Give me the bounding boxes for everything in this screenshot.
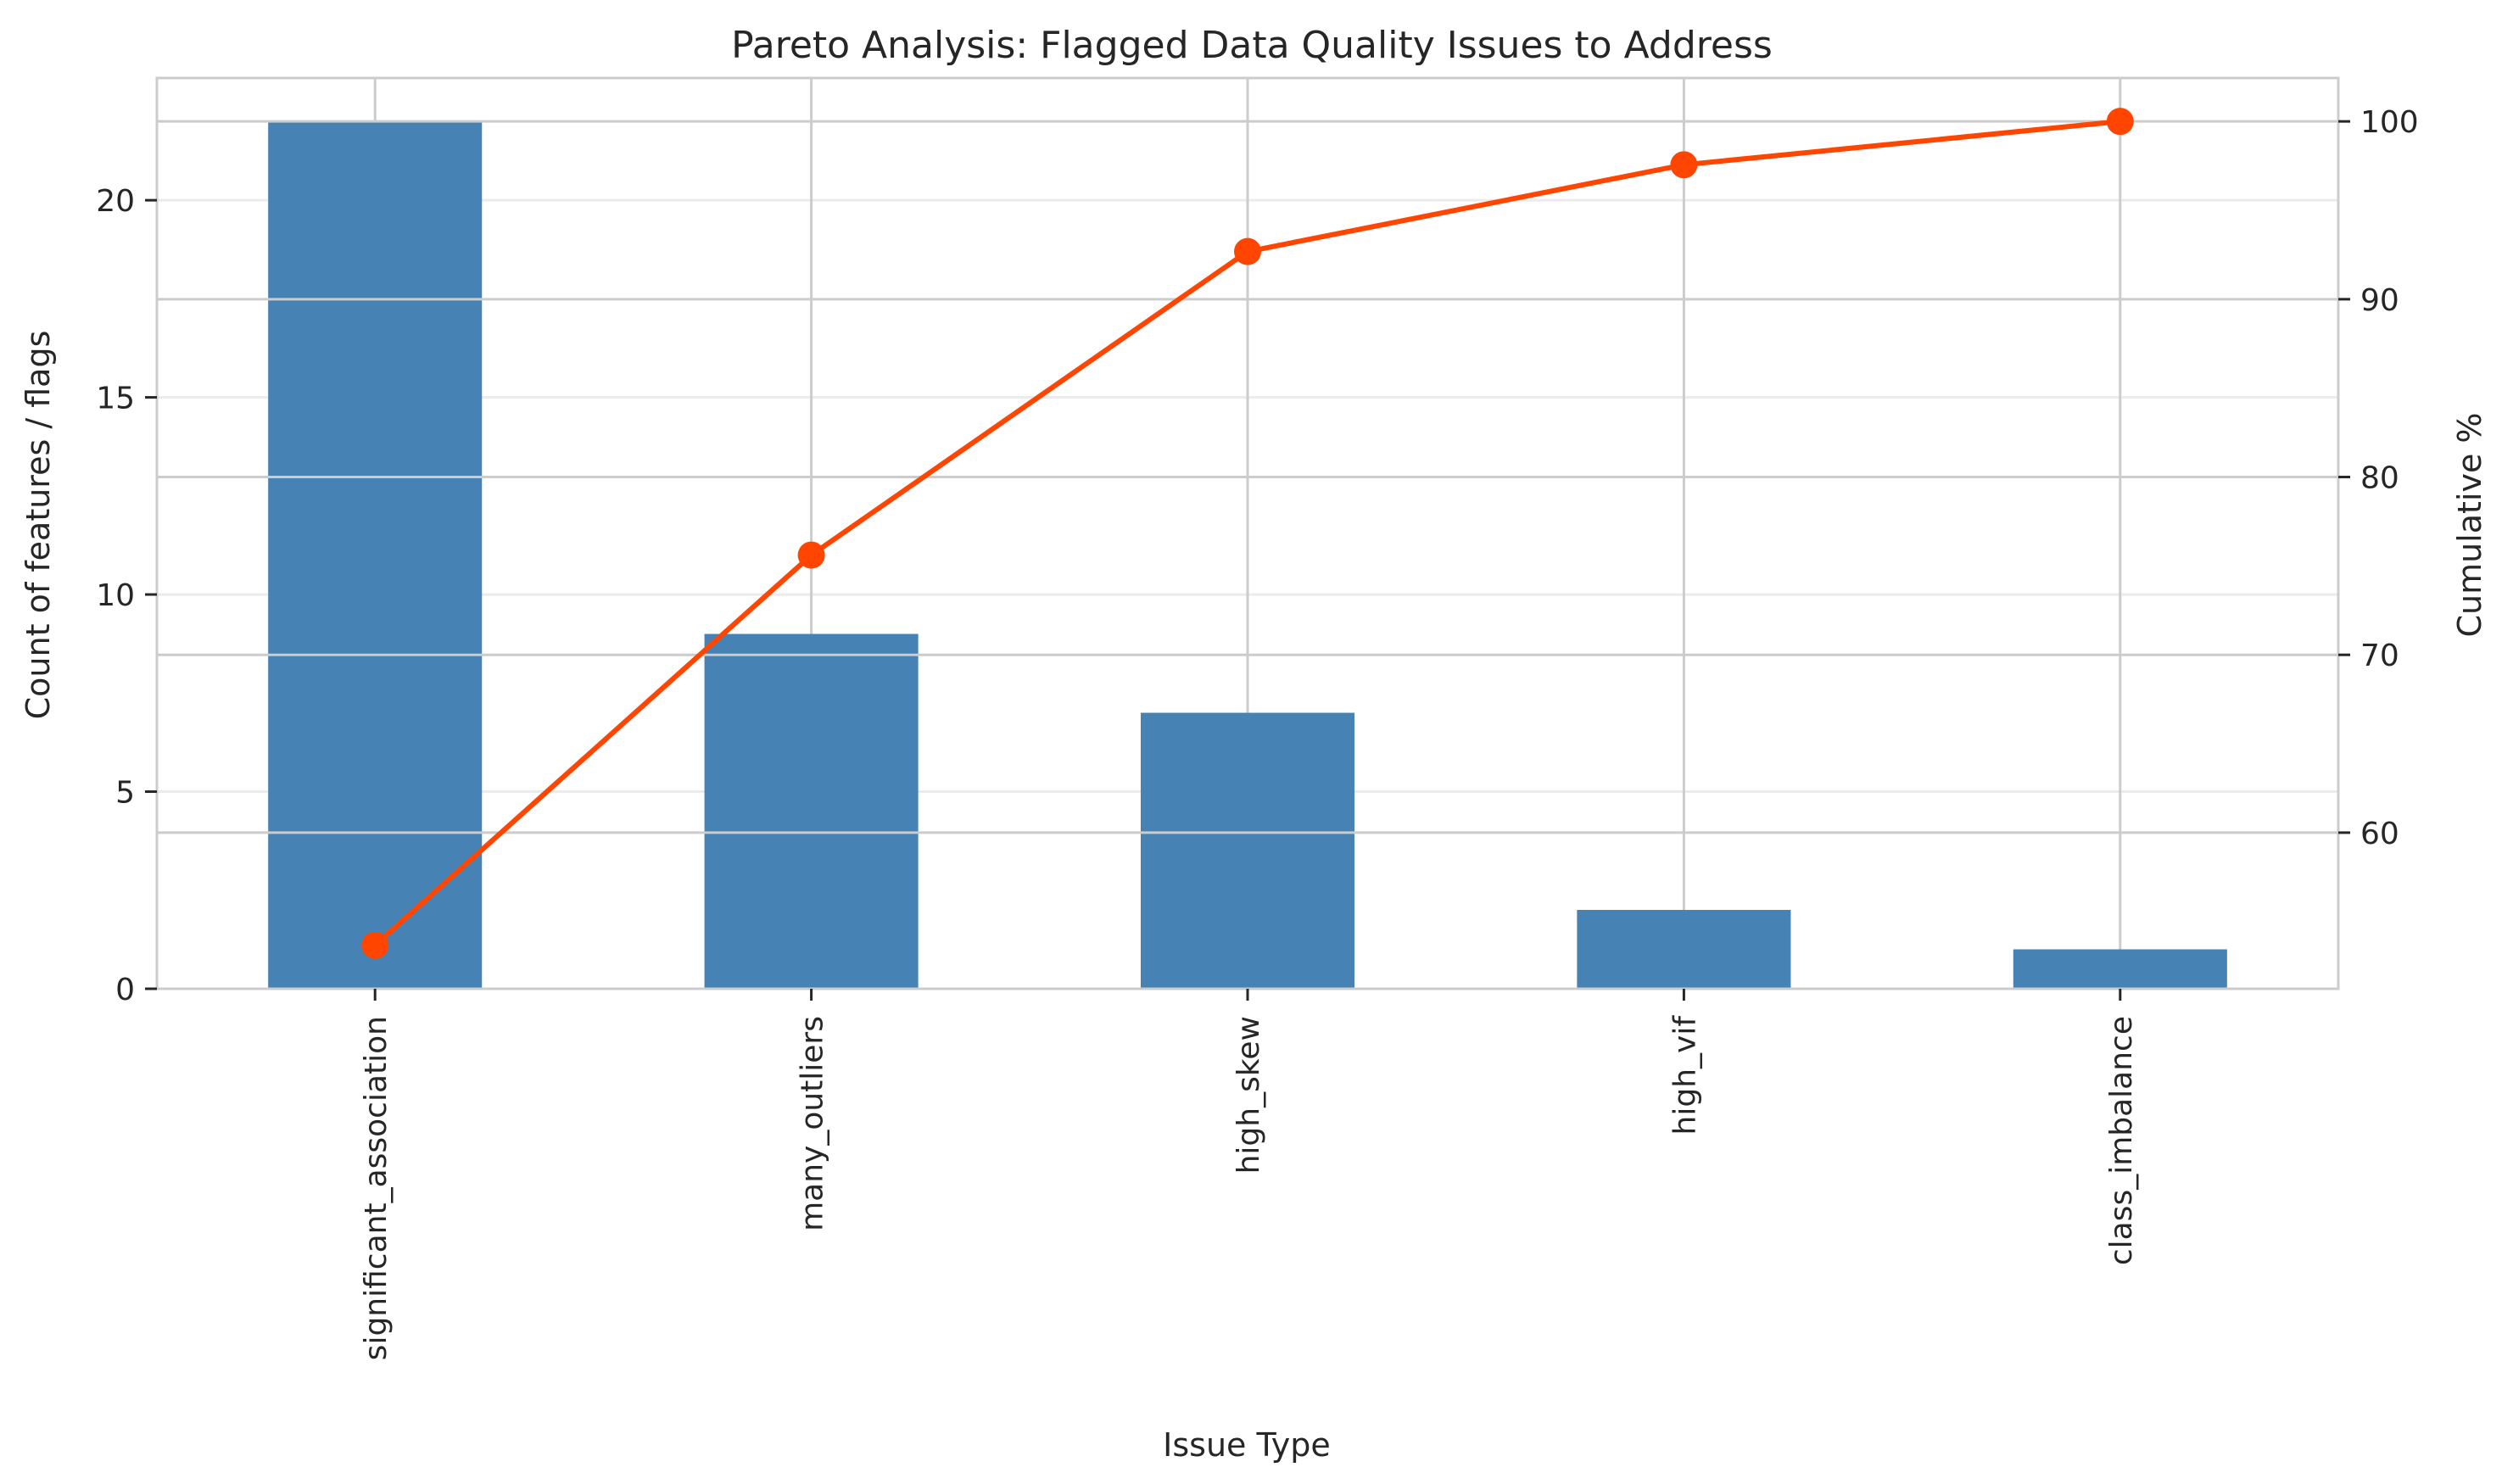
bars — [268, 121, 2227, 990]
tick-labels: 0 5 10 15 20 60 70 80 90 100 significant_associati… — [96, 105, 2419, 1360]
bar-significant_association — [268, 121, 483, 990]
cumulative-point-significant_association — [361, 931, 389, 959]
y2-axis-label: Cumulative % — [2451, 412, 2488, 637]
left-tick-label: 5 — [115, 776, 135, 811]
cumulative-point-high_skew — [1234, 237, 1261, 265]
y-axis-label: Count of features / flags — [20, 331, 57, 720]
x-tick-label-high_vif: high_vif — [1667, 1015, 1702, 1135]
cumulative-line — [157, 108, 2338, 959]
left-tick-label: 10 — [96, 578, 135, 613]
bar-high_skew — [1140, 712, 1355, 989]
cumulative-point-high_vif — [1670, 151, 1698, 179]
left-tick-label: 20 — [96, 184, 135, 219]
bar-high_vif — [1577, 910, 1791, 989]
right-tick-label: 100 — [2360, 105, 2419, 140]
cumulative-point-class_imbalance — [2106, 108, 2134, 136]
right-tick-label: 60 — [2360, 817, 2399, 851]
x-tick-label-high_skew: high_skew — [1231, 1016, 1266, 1174]
right-tick-label: 70 — [2360, 639, 2399, 673]
right-tick-label: 90 — [2360, 283, 2399, 318]
x-tick-label-class_imbalance: class_imbalance — [2104, 1016, 2139, 1265]
bar-many_outliers — [704, 633, 919, 989]
chart-title: Pareto Analysis: Flagged Data Quality Is… — [731, 24, 1773, 67]
left-tick-label: 15 — [96, 382, 135, 416]
cumulative-point-many_outliers — [797, 541, 825, 569]
x-tick-label-significant_association: significant_association — [359, 1016, 394, 1360]
x-axis-label: Issue Type — [1163, 1426, 1331, 1464]
left-tick-label: 0 — [115, 973, 135, 1007]
x-tick-label-many_outliers: many_outliers — [796, 1016, 830, 1231]
right-tick-label: 80 — [2360, 461, 2399, 496]
bar-class_imbalance — [2013, 949, 2227, 989]
